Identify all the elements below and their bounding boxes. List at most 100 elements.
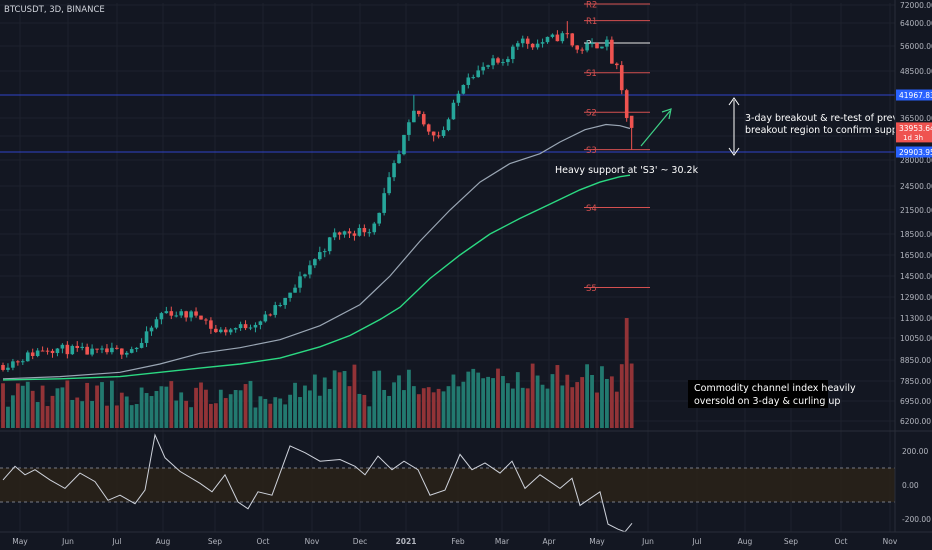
volume-bar-57 <box>283 404 288 428</box>
time-tick-10: Mar <box>495 537 510 546</box>
volume-bar-82 <box>407 369 411 428</box>
volume-bar-35 <box>174 400 179 428</box>
candle-body-41 <box>204 319 208 321</box>
candle-body-75 <box>372 223 377 233</box>
candle-body-54 <box>268 314 273 316</box>
volume-bar-52 <box>258 396 263 428</box>
annotation-cci: Commodity channel index heavily oversold… <box>688 380 856 408</box>
candle-body-91 <box>451 102 456 120</box>
price-tick-20: 6200.00 <box>900 417 931 426</box>
volume-bar-1 <box>6 406 10 428</box>
candle-body-23 <box>115 347 119 349</box>
candle-body-100 <box>496 58 500 63</box>
candle-body-2 <box>11 361 15 368</box>
volume-bar-65 <box>322 377 327 428</box>
volume-bar-110 <box>545 388 550 428</box>
candle-body-72 <box>357 227 362 236</box>
candle-body-56 <box>278 305 282 307</box>
candle-body-15 <box>75 345 80 349</box>
candle-body-30 <box>149 327 154 332</box>
volume-bar-83 <box>411 386 416 428</box>
time-tick-13: Jun <box>641 537 654 546</box>
volume-bar-14 <box>70 399 75 428</box>
volume-bar-37 <box>184 400 189 428</box>
candle-body-45 <box>223 329 228 333</box>
candle-body-64 <box>318 252 322 260</box>
volume-bar-117 <box>580 377 585 428</box>
candle-body-39 <box>194 311 198 316</box>
candle-body-32 <box>159 313 164 320</box>
volume-bar-9 <box>45 406 50 428</box>
ma-slow-line <box>2 174 631 381</box>
candle-body-78 <box>387 177 391 194</box>
time-tick-4: Sep <box>208 537 222 546</box>
volume-bar-54 <box>268 403 273 428</box>
volume-bar-111 <box>550 374 555 428</box>
candle-body-80 <box>397 154 401 164</box>
volume-bar-92 <box>456 386 461 428</box>
volume-bar-108 <box>535 375 540 428</box>
volume-bar-73 <box>362 394 367 428</box>
volume-bar-32 <box>159 386 164 428</box>
candle-body-110 <box>545 36 550 43</box>
candle-body-22 <box>110 347 114 353</box>
volume-bar-19 <box>95 385 99 428</box>
volume-bar-74 <box>367 406 372 428</box>
volume-bar-67 <box>332 370 337 428</box>
volume-bar-119 <box>590 375 594 428</box>
candle-body-71 <box>352 233 357 236</box>
volume-bar-100 <box>496 368 500 428</box>
volume-bar-41 <box>204 389 208 428</box>
volume-bar-7 <box>35 402 40 428</box>
price-tick-17: 8850.00 <box>900 356 931 365</box>
volume-bar-102 <box>506 383 510 428</box>
pivot-label-r1: R1 <box>586 17 597 27</box>
volume-bar-22 <box>110 380 114 428</box>
cci-axis: 200.00 0.00 -200.00 <box>902 447 931 524</box>
volume-bar-76 <box>377 370 382 428</box>
volume-bar-121 <box>600 366 604 428</box>
volume-bar-96 <box>476 372 481 428</box>
candle-body-109 <box>540 42 545 44</box>
moving-averages <box>2 123 631 381</box>
volume-bar-29 <box>144 393 149 428</box>
recovery-arrow-line <box>640 110 671 147</box>
time-tick-1: Jun <box>61 537 74 546</box>
candle-body-106 <box>525 38 530 44</box>
candle-body-43 <box>214 328 218 333</box>
volume-bar-101 <box>501 376 505 428</box>
volume-bar-51 <box>253 407 258 428</box>
volume-bar-25 <box>124 396 129 428</box>
candle-body-40 <box>199 315 203 320</box>
time-tick-0: May <box>12 537 28 546</box>
volume-bar-81 <box>402 390 406 428</box>
volume-bar-68 <box>337 372 342 428</box>
candle-body-57 <box>283 297 287 306</box>
candle-body-20 <box>100 348 104 350</box>
price-axis-bg <box>895 0 932 430</box>
time-tick-17: Oct <box>835 537 848 546</box>
price-tick-0: 72000.00 <box>900 1 932 10</box>
price-tick-15: 11300.00 <box>900 314 932 323</box>
time-tick-5: Oct <box>257 537 270 546</box>
volume-bar-36 <box>179 392 184 428</box>
volume-bar-120 <box>595 392 599 428</box>
candle-body-81 <box>402 134 406 155</box>
pivot-label-r2: R2 <box>586 0 597 10</box>
volume-bar-28 <box>139 387 144 428</box>
candle-body-25 <box>124 352 129 355</box>
candle-body-33 <box>164 311 169 314</box>
candle-body-4 <box>21 361 25 363</box>
candle-body-31 <box>154 319 159 328</box>
volume-bar-10 <box>50 395 55 428</box>
volume-bar-17 <box>85 382 90 428</box>
price-badge-bg-1 <box>896 122 932 143</box>
candle-body-114 <box>565 33 570 35</box>
candle-body-93 <box>461 84 466 94</box>
cci-tick-1: 0.00 <box>902 481 919 490</box>
candle-body-123 <box>610 39 614 64</box>
price-tick-9: 24500.00 <box>900 182 932 191</box>
price-tick-18: 7850.00 <box>900 377 931 386</box>
volume-bar-86 <box>426 387 431 428</box>
